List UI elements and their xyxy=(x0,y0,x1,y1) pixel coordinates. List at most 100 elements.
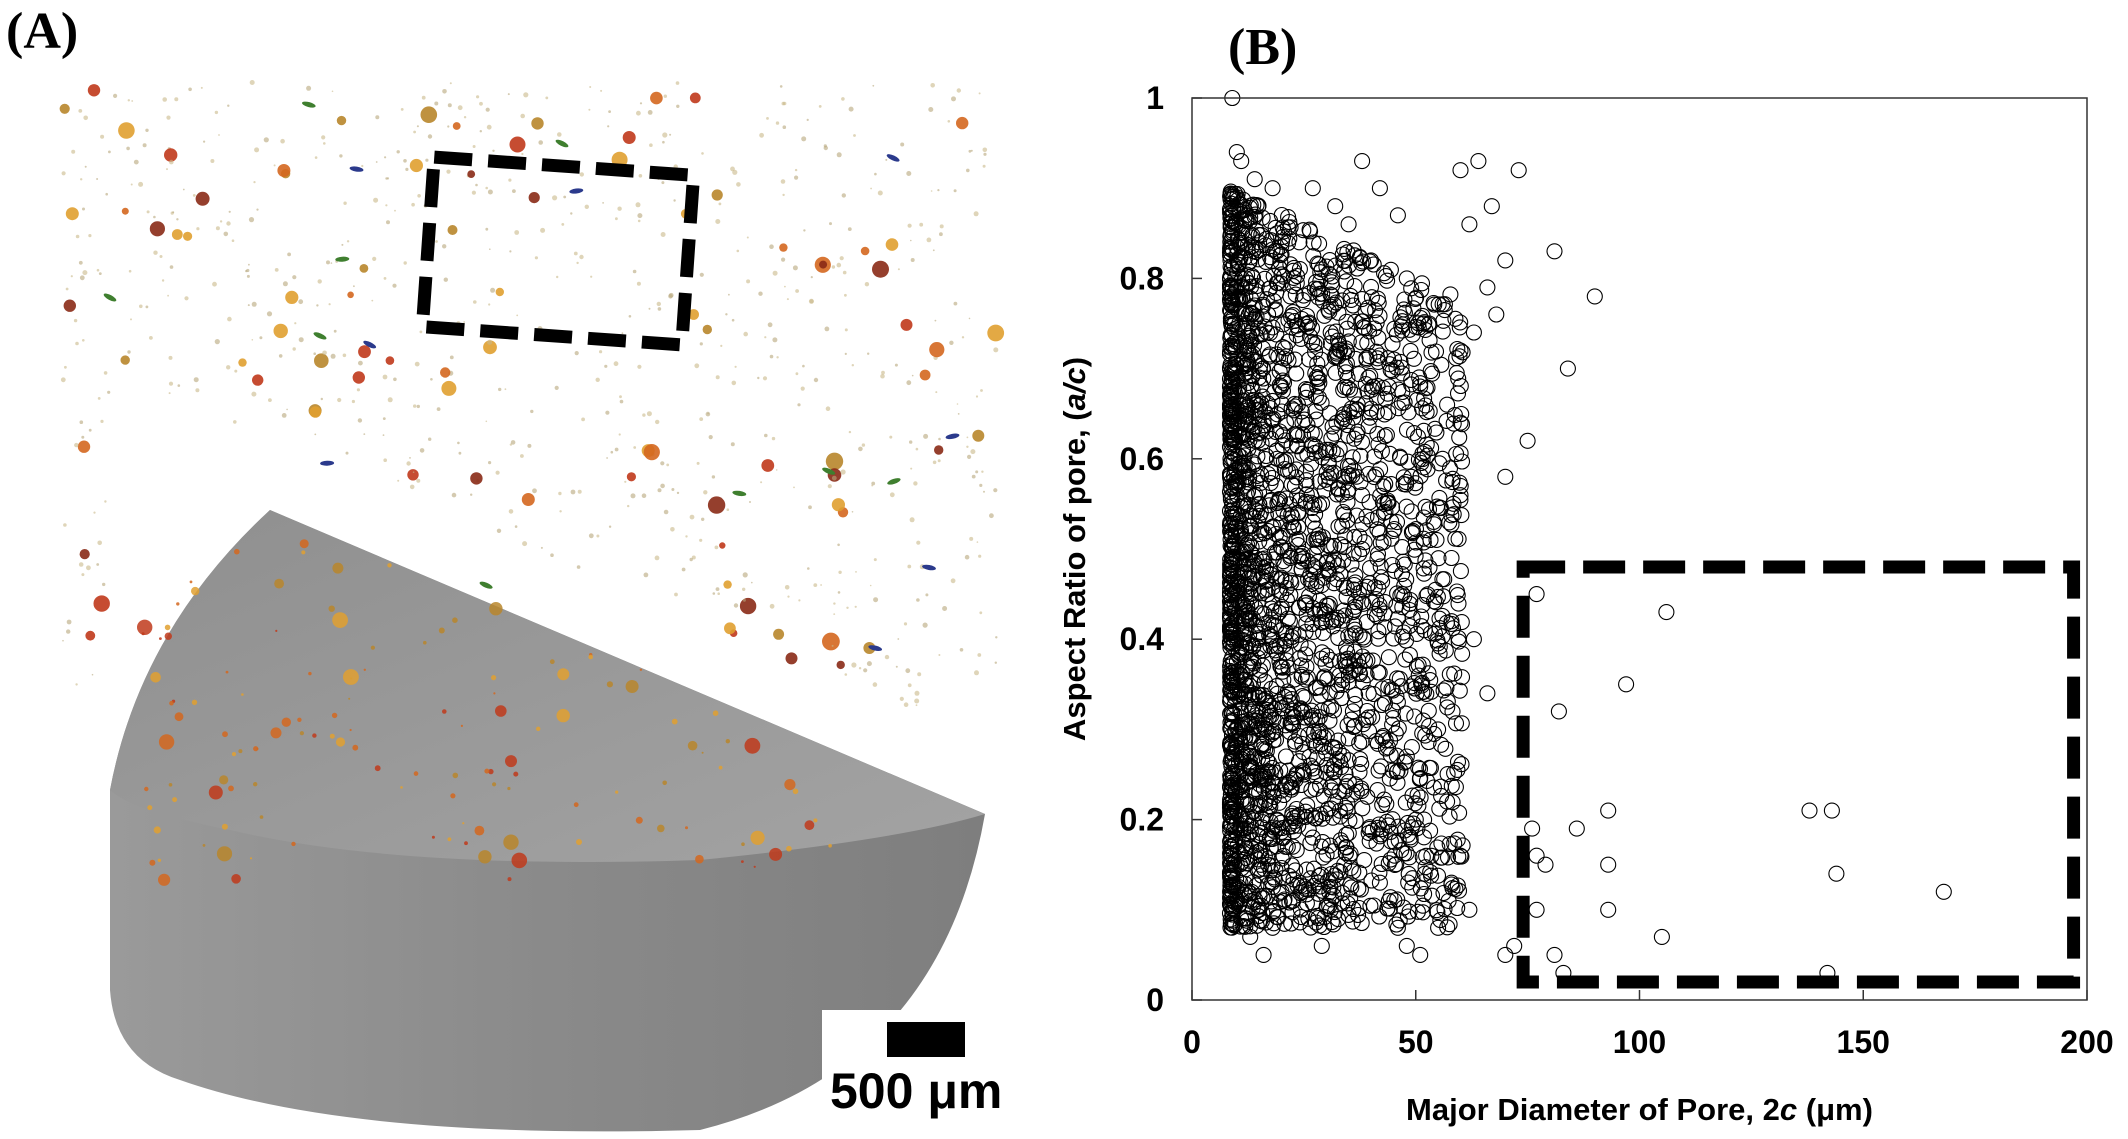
data-point xyxy=(1453,848,1470,865)
pore-dot xyxy=(701,152,704,155)
data-point xyxy=(1268,326,1285,343)
data-point xyxy=(1413,275,1431,292)
data-point xyxy=(1385,710,1402,727)
pore-dot xyxy=(772,270,778,276)
pore-dot xyxy=(413,404,417,408)
pore-dot xyxy=(975,395,979,398)
pore-dot xyxy=(732,169,738,175)
data-point xyxy=(1281,230,1298,247)
pore-dot xyxy=(576,261,579,265)
data-point xyxy=(1412,880,1429,897)
data-point xyxy=(1309,573,1326,590)
pore-dot xyxy=(234,548,240,555)
data-point xyxy=(1335,552,1352,569)
pore-dot xyxy=(498,387,502,392)
pore-dot xyxy=(397,479,400,482)
pore-dot xyxy=(772,337,778,343)
pore-dot xyxy=(877,190,883,196)
data-point xyxy=(1265,869,1282,886)
data-point xyxy=(1222,692,1239,709)
data-point xyxy=(1245,488,1262,505)
pore-dot xyxy=(127,99,130,102)
data-point xyxy=(1452,314,1469,331)
data-point xyxy=(1322,538,1339,555)
data-point xyxy=(1223,655,1240,673)
data-point xyxy=(1311,709,1328,726)
pore-dot xyxy=(550,553,554,557)
pore-dot xyxy=(801,136,807,142)
pore-dot xyxy=(241,693,244,696)
pore-dot xyxy=(910,258,915,262)
pore-dot xyxy=(203,140,206,143)
pore-dot xyxy=(347,291,354,299)
data-point xyxy=(1269,909,1287,926)
pore-dot xyxy=(419,330,423,334)
pore-dot xyxy=(149,221,165,237)
data-point xyxy=(1311,602,1328,619)
data-point xyxy=(1241,517,1258,534)
pore-dot xyxy=(975,470,979,474)
pore-dot xyxy=(228,785,234,792)
pore-dot xyxy=(922,564,936,571)
pore-dot xyxy=(953,189,957,193)
pore-dot xyxy=(615,217,618,221)
data-point xyxy=(1239,604,1256,621)
data-point xyxy=(1330,337,1347,354)
pore-dot xyxy=(929,342,945,358)
pore-dot xyxy=(79,420,84,425)
data-point xyxy=(1361,560,1379,577)
pore-dot xyxy=(451,492,457,498)
pore-dot xyxy=(660,232,666,237)
data-point xyxy=(1350,906,1367,924)
pore-dot xyxy=(298,299,304,305)
data-point xyxy=(1451,348,1468,365)
data-point xyxy=(1297,495,1314,512)
data-point xyxy=(1446,407,1463,424)
data-point xyxy=(1323,761,1340,778)
pore-dot xyxy=(982,147,988,153)
pore-dot xyxy=(330,353,336,359)
data-point xyxy=(1223,624,1240,641)
data-point xyxy=(1255,860,1273,877)
pore-dot xyxy=(248,217,255,223)
data-point xyxy=(1224,770,1241,787)
data-point xyxy=(1357,395,1374,412)
data-point xyxy=(1343,556,1360,573)
data-point xyxy=(1224,260,1241,277)
data-point xyxy=(1266,819,1283,836)
data-point xyxy=(1229,185,1246,203)
pore-dot xyxy=(153,826,161,834)
pore-dot xyxy=(169,700,174,706)
pore-dot xyxy=(78,109,83,113)
data-point xyxy=(1423,867,1440,884)
pore-dot xyxy=(331,712,338,719)
pore-dot xyxy=(299,539,309,549)
pore-dot xyxy=(298,337,304,343)
pore-dot xyxy=(714,545,719,550)
data-point xyxy=(1222,567,1239,584)
data-point xyxy=(1291,234,1308,251)
data-point xyxy=(1380,855,1397,872)
data-point xyxy=(1409,903,1426,920)
data-point xyxy=(1292,877,1309,894)
pore-dot xyxy=(810,276,813,279)
pore-dot xyxy=(299,731,304,736)
pore-dot xyxy=(759,132,764,138)
data-point xyxy=(1224,537,1241,555)
pore-dot xyxy=(81,573,85,577)
data-point xyxy=(1222,479,1239,496)
data-point xyxy=(1228,473,1245,490)
data-point xyxy=(1223,411,1241,428)
pore-dot xyxy=(489,602,503,616)
data-point xyxy=(1222,252,1239,269)
pore-dot xyxy=(639,102,643,105)
pore-dot xyxy=(158,734,175,750)
data-point xyxy=(1222,454,1239,471)
pore-dot xyxy=(860,246,870,256)
data-point xyxy=(1267,301,1284,318)
pore-dot xyxy=(764,336,767,339)
data-point xyxy=(1232,498,1249,515)
pore-dot xyxy=(228,210,231,213)
pore-dot xyxy=(914,690,920,696)
pore-particle-cloud xyxy=(59,80,1005,707)
